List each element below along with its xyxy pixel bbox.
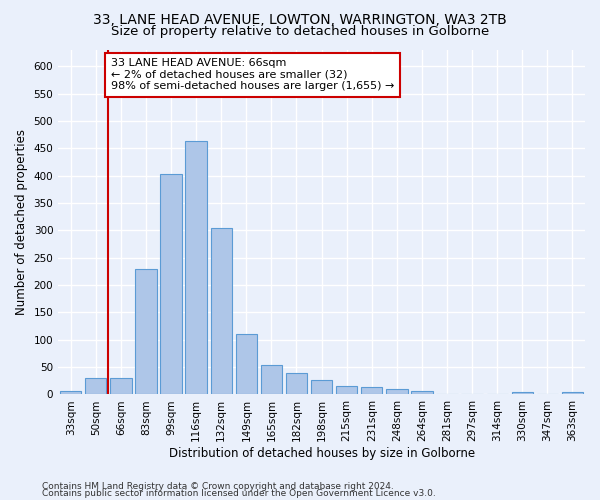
Bar bbox=[110, 378, 131, 394]
Text: Contains public sector information licensed under the Open Government Licence v3: Contains public sector information licen… bbox=[42, 490, 436, 498]
Bar bbox=[361, 388, 382, 394]
Bar bbox=[160, 174, 182, 394]
Bar bbox=[386, 389, 407, 394]
Bar bbox=[411, 391, 433, 394]
Bar bbox=[562, 392, 583, 394]
Bar bbox=[512, 392, 533, 394]
X-axis label: Distribution of detached houses by size in Golborne: Distribution of detached houses by size … bbox=[169, 447, 475, 460]
Bar bbox=[261, 365, 282, 394]
Text: 33, LANE HEAD AVENUE, LOWTON, WARRINGTON, WA3 2TB: 33, LANE HEAD AVENUE, LOWTON, WARRINGTON… bbox=[93, 12, 507, 26]
Bar bbox=[311, 380, 332, 394]
Text: Contains HM Land Registry data © Crown copyright and database right 2024.: Contains HM Land Registry data © Crown c… bbox=[42, 482, 394, 491]
Bar bbox=[85, 378, 106, 394]
Bar bbox=[136, 268, 157, 394]
Text: 33 LANE HEAD AVENUE: 66sqm
← 2% of detached houses are smaller (32)
98% of semi-: 33 LANE HEAD AVENUE: 66sqm ← 2% of detac… bbox=[111, 58, 394, 92]
Bar bbox=[185, 142, 207, 394]
Bar bbox=[336, 386, 358, 394]
Y-axis label: Number of detached properties: Number of detached properties bbox=[15, 129, 28, 315]
Bar bbox=[60, 390, 82, 394]
Bar bbox=[286, 373, 307, 394]
Bar bbox=[236, 334, 257, 394]
Text: Size of property relative to detached houses in Golborne: Size of property relative to detached ho… bbox=[111, 25, 489, 38]
Bar bbox=[211, 228, 232, 394]
